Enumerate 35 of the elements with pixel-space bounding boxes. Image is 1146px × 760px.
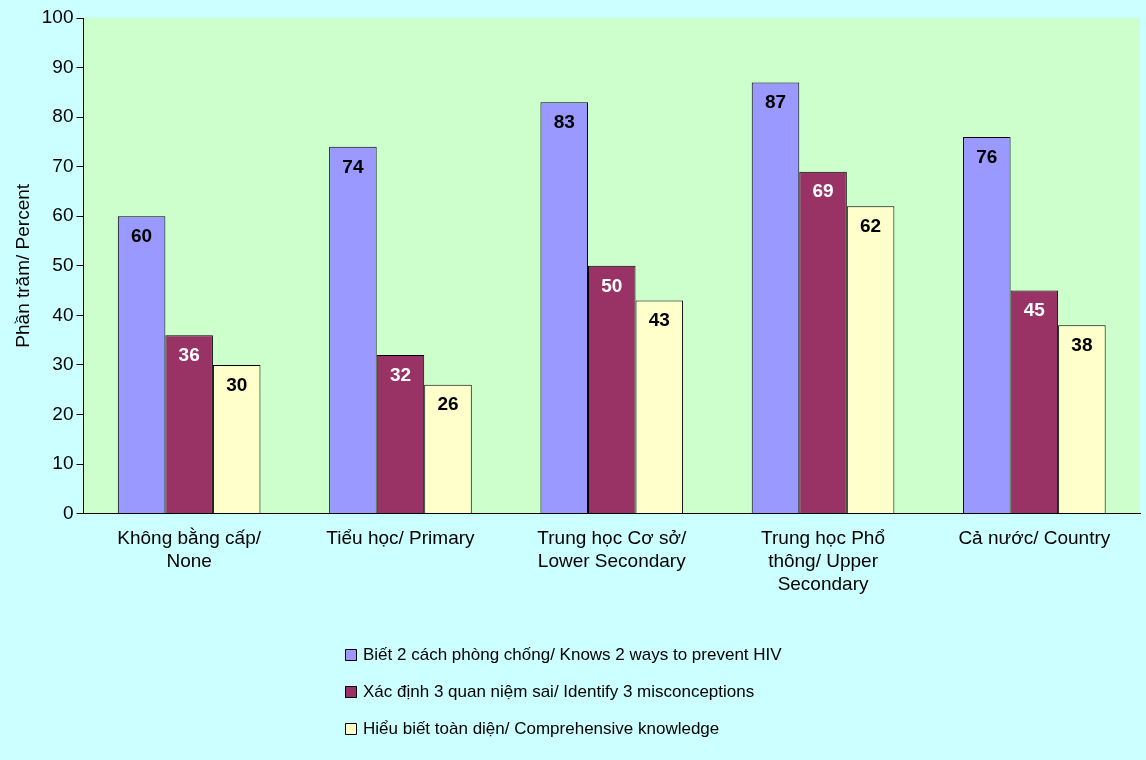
- x-tick-label: Tiểu học/ Primary: [326, 527, 476, 549]
- data-label: 45: [1023, 299, 1046, 321]
- y-tick-label: 30: [52, 353, 74, 375]
- y-tick-label: 70: [52, 154, 74, 176]
- legend-label: Biết 2 cách phòng chống/ Knows 2 ways to prevent HIV: [363, 644, 783, 664]
- data-label: 76: [976, 145, 998, 167]
- data-label: 32: [389, 363, 412, 385]
- x-tick-label: Trung học Cơ sở/ Lower Secondary: [537, 527, 687, 572]
- y-tick-label: 80: [52, 105, 74, 127]
- data-label: 62: [860, 215, 882, 237]
- y-tick-label: 0: [62, 501, 74, 523]
- data-label: 50: [601, 274, 623, 296]
- data-label: 30: [226, 373, 248, 395]
- data-label: 69: [812, 180, 834, 202]
- data-label: 87: [764, 91, 787, 113]
- data-label: 43: [648, 309, 670, 331]
- x-tick-label: Cả nước/ Country: [958, 527, 1111, 549]
- data-label: 74: [342, 155, 364, 177]
- data-label: 60: [131, 224, 153, 246]
- y-tick-label: 50: [52, 254, 74, 276]
- y-tick-label: 60: [52, 204, 74, 226]
- x-tick-label: Trung học Phổ thông/ Upper Secondary: [761, 527, 886, 594]
- y-tick-label: 90: [52, 55, 74, 77]
- y-axis-title: Phần trăm/ Percent: [11, 183, 33, 348]
- y-tick-label: 100: [41, 6, 74, 28]
- data-label: 26: [437, 393, 459, 415]
- data-label: 83: [553, 110, 575, 132]
- legend-label: Hiểu biết toàn diện/ Comprehensive knowledge: [363, 718, 720, 738]
- y-tick-label: 20: [52, 402, 74, 424]
- y-tick-label: 40: [52, 303, 74, 325]
- x-tick-label: Không bằng cấp/ None: [117, 527, 262, 572]
- data-label: 38: [1071, 334, 1093, 356]
- data-label: 36: [178, 343, 200, 365]
- legend-label: Xác định 3 quan niệm sai/ Identify 3 misconceptions: [363, 681, 755, 701]
- y-tick-label: 10: [52, 452, 74, 474]
